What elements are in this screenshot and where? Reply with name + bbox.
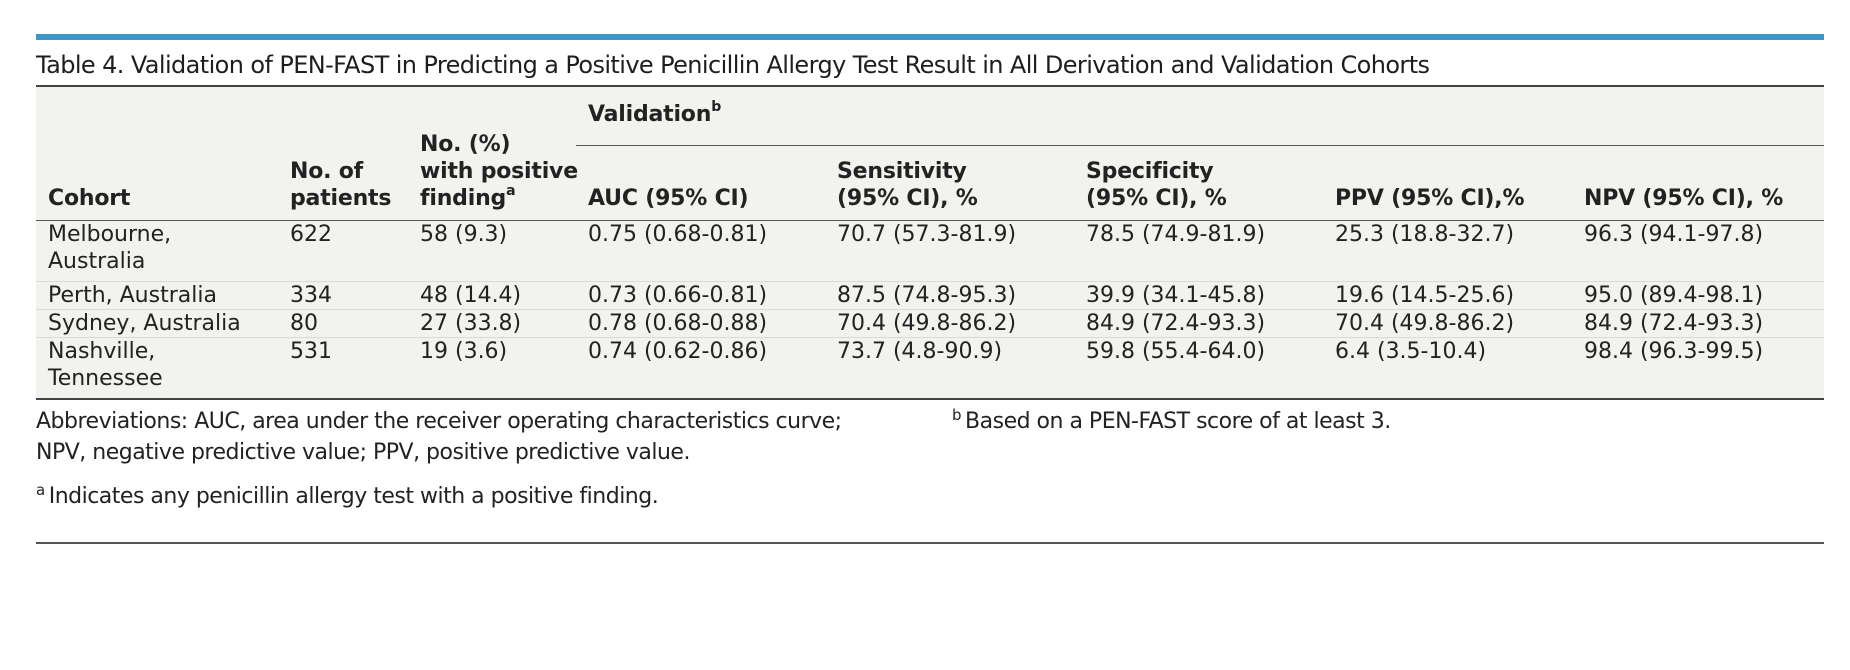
- cell-positive: 19 (3.6): [420, 339, 508, 364]
- cell-specificity: 39.9 (34.1-45.8): [1074, 281, 1323, 310]
- cell-npv: 95.0 (89.4-98.1): [1572, 281, 1825, 310]
- cell-patients: 80: [278, 309, 408, 338]
- col-header-positive-line3: finding: [420, 186, 507, 211]
- col-header-positive-line2: with positive: [420, 159, 578, 184]
- footnote-abbreviations-line2: NPV, negative predictive value; PPV, pos…: [36, 440, 690, 465]
- col-header-specificity-line1: Specificity: [1086, 159, 1214, 184]
- col-header-auc-label: AUC (95% CI): [588, 186, 749, 211]
- table-footnotes: Abbreviations: AUC, area under the recei…: [36, 400, 1824, 544]
- col-header-specificity-line2: (95% CI), %: [1086, 186, 1227, 211]
- footnote-a-text: Indicates any penicillin allergy test wi…: [48, 484, 659, 509]
- footnote-b-text: Based on a PEN-FAST score of at least 3.: [965, 409, 1391, 434]
- cell-auc: 0.75 (0.68-0.81): [576, 220, 825, 282]
- cell-cohort-line2: Tennessee: [48, 366, 163, 391]
- cell-npv: 96.3 (94.1-97.8): [1572, 220, 1825, 282]
- col-header-npv-label: NPV (95% CI), %: [1584, 186, 1784, 211]
- cell-cohort: Perth, Australia: [36, 281, 278, 310]
- table-figure: Table 4. Validation of PEN-FAST in Predi…: [36, 34, 1825, 544]
- table-row: Sydney, Australia 80 27 (33.8) 0.78 (0.6…: [36, 309, 1825, 338]
- cell-sensitivity: 70.7 (57.3-81.9): [825, 220, 1074, 282]
- col-header-ppv-label: PPV (95% CI),%: [1335, 186, 1525, 211]
- col-header-auc: AUC (95% CI): [576, 145, 825, 221]
- cell-npv: 98.4 (96.3-99.5): [1584, 339, 1764, 364]
- col-header-patients: No. of patients: [278, 87, 408, 221]
- cell-ppv: 6.4 (3.5-10.4): [1335, 339, 1487, 364]
- cell-specificity: 78.5 (74.9-81.9): [1074, 220, 1323, 282]
- footnote-b: b Based on a PEN-FAST score of at least 3…: [952, 406, 1391, 437]
- cell-sensitivity: 73.7 (4.8-90.9): [837, 339, 1003, 364]
- cell-patients: 531: [290, 339, 332, 364]
- header-sub-row: AUC (95% CI) Sensitivity (95% CI), % Spe…: [36, 145, 1825, 221]
- footnote-a: a Indicates any penicillin allergy test w…: [36, 480, 659, 512]
- table-row: Perth, Australia 334 48 (14.4) 0.73 (0.6…: [36, 281, 1825, 310]
- footnote-abbreviations: Abbreviations: AUC, area under the recei…: [36, 406, 916, 468]
- col-header-cohort: Cohort: [36, 87, 278, 221]
- cell-auc: 0.78 (0.68-0.88): [576, 309, 825, 338]
- cell-sensitivity: 70.4 (49.8-86.2): [825, 309, 1074, 338]
- footnote-a-marker: a: [36, 480, 45, 499]
- header-group-row: Cohort No. of patients No. (%) with posi…: [36, 87, 1825, 221]
- col-header-cohort-label: Cohort: [48, 186, 131, 211]
- cell-cohort: Sydney, Australia: [36, 309, 278, 338]
- col-header-ppv: PPV (95% CI),%: [1323, 145, 1572, 221]
- cell-cohort-line1: Nashville,: [48, 339, 156, 364]
- cell-patients: 622: [278, 220, 408, 282]
- cell-cohort: Nashville, Tennessee: [36, 338, 278, 400]
- col-header-npv: NPV (95% CI), %: [1572, 145, 1825, 221]
- col-header-positive: No. (%) with positive findinga: [408, 87, 578, 221]
- col-header-patients-line2: patients: [290, 186, 392, 211]
- cell-specificity: 84.9 (72.4-93.3): [1074, 309, 1323, 338]
- footnote-abbreviations-line1: Abbreviations: AUC, area under the recei…: [36, 409, 842, 434]
- table-title: Table 4. Validation of PEN-FAST in Predi…: [36, 40, 1824, 87]
- footnote-b-marker: b: [952, 405, 962, 424]
- cell-cohort: Melbourne, Australia: [36, 220, 278, 282]
- col-header-patients-line1: No. of: [290, 159, 364, 184]
- cell-positive: 27 (33.8): [408, 309, 576, 338]
- table-row: Nashville, Tennessee 531 19 (3.6) 0.74 (…: [36, 338, 1824, 400]
- cell-specificity: 59.8 (55.4-64.0): [1086, 339, 1266, 364]
- cell-npv: 84.9 (72.4-93.3): [1572, 309, 1825, 338]
- col-header-sensitivity-line1: Sensitivity: [837, 159, 967, 184]
- col-header-positive-line1: No. (%): [420, 132, 511, 157]
- cell-cohort-line2: Australia: [48, 249, 146, 274]
- cell-ppv: 25.3 (18.8-32.7): [1323, 220, 1572, 282]
- col-group-validation: Validationb: [576, 87, 1825, 146]
- results-table: Cohort No. of patients No. (%) with posi…: [36, 87, 1825, 400]
- col-header-sensitivity: Sensitivity (95% CI), %: [825, 145, 1074, 221]
- cell-ppv: 19.6 (14.5-25.6): [1323, 281, 1572, 310]
- footnote-marker-a: a: [506, 182, 516, 199]
- top-accent-rule: [36, 34, 1824, 40]
- col-header-specificity: Specificity (95% CI), %: [1074, 145, 1323, 221]
- cell-positive: 48 (14.4): [408, 281, 576, 310]
- cell-sensitivity: 87.5 (74.8-95.3): [825, 281, 1074, 310]
- table-header: Cohort No. of patients No. (%) with posi…: [36, 87, 1825, 221]
- footnote-marker-b: b: [711, 98, 722, 115]
- cell-patients: 334: [278, 281, 408, 310]
- cell-ppv: 70.4 (49.8-86.2): [1323, 309, 1572, 338]
- table-row: Melbourne, Australia 622 58 (9.3) 0.75 (…: [36, 220, 1825, 282]
- table-body: Melbourne, Australia 622 58 (9.3) 0.75 (…: [36, 220, 1825, 400]
- col-header-sensitivity-line2: (95% CI), %: [837, 186, 978, 211]
- col-group-validation-label: Validation: [588, 102, 712, 127]
- cell-auc: 0.73 (0.66-0.81): [576, 281, 825, 310]
- cell-cohort-line1: Melbourne,: [48, 222, 172, 247]
- cell-positive: 58 (9.3): [408, 220, 576, 282]
- cell-auc: 0.74 (0.62-0.86): [588, 339, 768, 364]
